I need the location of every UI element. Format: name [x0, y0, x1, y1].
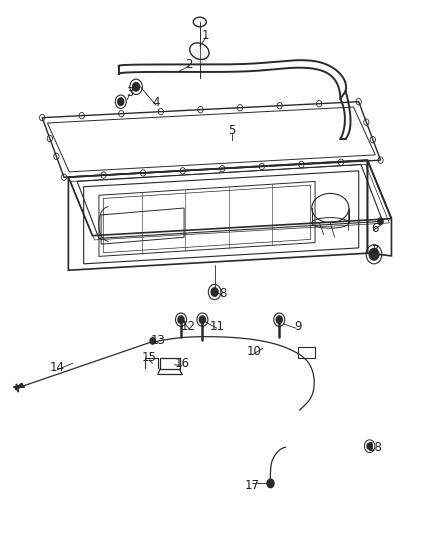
Ellipse shape [191, 49, 208, 64]
Circle shape [118, 98, 124, 106]
Text: 12: 12 [181, 320, 196, 333]
Circle shape [150, 338, 155, 344]
Text: 14: 14 [50, 361, 65, 374]
Text: 5: 5 [228, 124, 236, 138]
Circle shape [199, 316, 205, 324]
Text: 17: 17 [244, 479, 259, 492]
Text: 1: 1 [202, 29, 210, 42]
Text: 4: 4 [152, 96, 159, 109]
Text: 2: 2 [185, 58, 192, 71]
Text: 7: 7 [371, 244, 379, 257]
Circle shape [369, 248, 379, 260]
Circle shape [276, 316, 283, 324]
Text: 16: 16 [174, 357, 189, 370]
Circle shape [133, 83, 140, 91]
Circle shape [367, 443, 372, 449]
Text: 6: 6 [371, 222, 379, 235]
Text: 15: 15 [142, 351, 156, 365]
Circle shape [267, 479, 274, 488]
Text: 9: 9 [294, 320, 301, 333]
Circle shape [378, 218, 383, 224]
Circle shape [211, 288, 218, 296]
Circle shape [178, 316, 184, 324]
Text: 10: 10 [247, 345, 261, 358]
Text: 13: 13 [150, 334, 165, 348]
Text: 18: 18 [368, 441, 383, 454]
Text: 11: 11 [209, 320, 224, 333]
Text: 8: 8 [219, 287, 226, 300]
Text: 3: 3 [126, 86, 133, 99]
